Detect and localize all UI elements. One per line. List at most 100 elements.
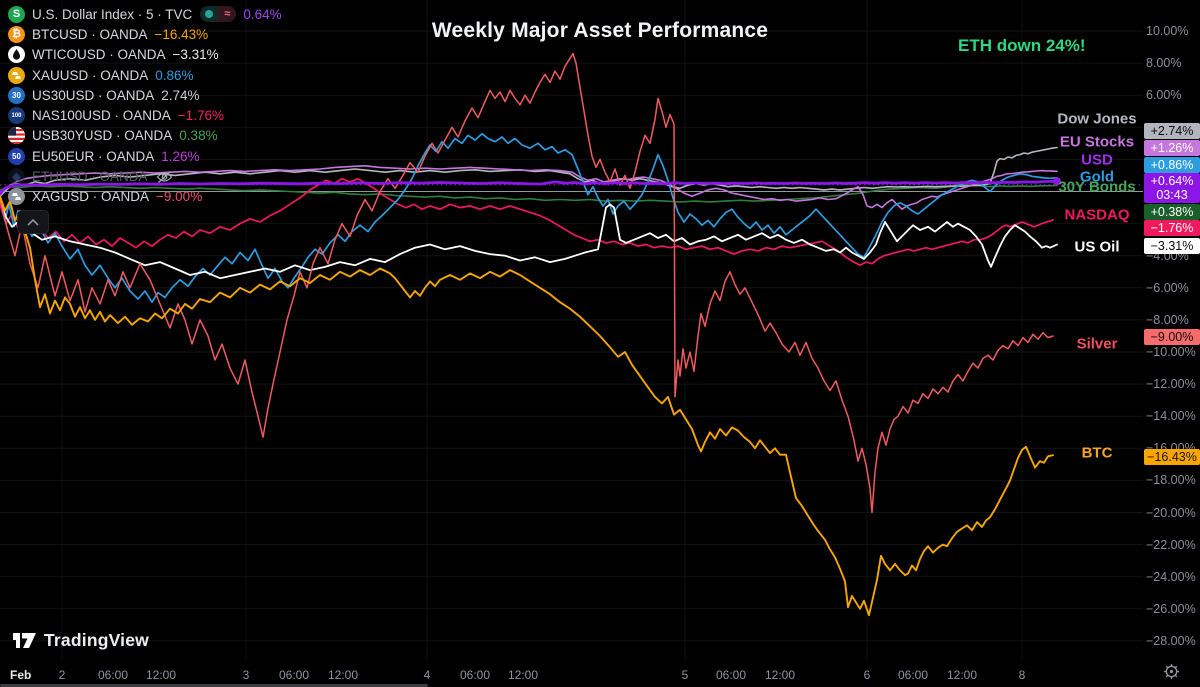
- legend-change-value: 0.38%: [179, 128, 218, 144]
- legend-symbol-text: US30USD · OANDA: [32, 87, 155, 103]
- ethereum-icon: ◆: [8, 168, 25, 186]
- silver-bars-icon: [8, 188, 25, 206]
- axis-settings-gear-icon[interactable]: [1163, 663, 1180, 685]
- time-tick-label: 2: [58, 668, 66, 682]
- price-tick-label: −26.00%: [1146, 601, 1196, 616]
- time-tick-label: 12:00: [946, 668, 978, 682]
- legend-symbol-text: BTCUSD · OANDA: [32, 26, 148, 42]
- legend-symbol-text: U.S. Dollar Index · 5 · TVC: [32, 6, 193, 22]
- time-tick-label: 4: [423, 668, 431, 682]
- time-tick-label: 06:00: [897, 668, 929, 682]
- price-badge-btc: −16.43%: [1144, 449, 1200, 465]
- time-tick-label: 06:00: [97, 668, 129, 682]
- series-line-usd: [0, 179, 1059, 196]
- time-tick-label: 6: [863, 668, 871, 682]
- delayed-data-icon: ≈: [218, 6, 237, 23]
- price-tick-label: −8.00%: [1146, 312, 1189, 327]
- legend-change-value: 0.64%: [243, 6, 282, 22]
- price-tick-label: −12.00%: [1146, 377, 1196, 392]
- legend-row-oil[interactable]: WTICOUSD · OANDA −3.31%: [8, 45, 282, 65]
- horizontal-scrollbar[interactable]: [0, 684, 428, 687]
- legend-row-eth[interactable]: ◆ ETHUSD · OANDA: [8, 166, 282, 186]
- price-badge-nasdaq: −1.76%: [1144, 220, 1200, 236]
- asset-label-nasdaq: NASDAQ: [1064, 206, 1130, 224]
- time-tick-label: 06:00: [459, 668, 491, 682]
- price-tick-label: −22.00%: [1146, 537, 1196, 552]
- countdown-timer: 03:43: [1156, 188, 1188, 202]
- tradingview-logo-text: TradingView: [44, 630, 149, 650]
- legend-row-eu[interactable]: 50 EU50EUR · OANDA 1.26%: [8, 146, 282, 166]
- time-tick-label: 12:00: [764, 668, 796, 682]
- time-tick-label: 5: [681, 668, 689, 682]
- legend-symbol-text: XAGUSD · OANDA: [32, 189, 150, 205]
- market-status-pill[interactable]: ≈: [200, 6, 237, 23]
- price-tick-label: −18.00%: [1146, 473, 1196, 488]
- legend-symbol-text: USB30YUSD · OANDA: [32, 128, 173, 144]
- legend-collapse-button[interactable]: [17, 210, 49, 234]
- legend-row-usd[interactable]: S U.S. Dollar Index · 5 · TVC ≈0.64%: [8, 4, 282, 24]
- legend-change-value: −1.76%: [177, 108, 224, 124]
- series-line-bonds: [0, 183, 1058, 203]
- asset-label-bonds: 30Y Bonds: [1058, 178, 1136, 195]
- eye-off-icon[interactable]: [156, 170, 173, 184]
- price-tick-label: −14.00%: [1146, 409, 1196, 424]
- legend-row-btc[interactable]: ₿ BTCUSD · OANDA −16.43%: [8, 24, 282, 44]
- price-badge-gold: +0.86%: [1144, 156, 1200, 173]
- us-flag-icon: [8, 127, 25, 145]
- time-tick-label: 8: [1018, 668, 1026, 682]
- series-line-gold: [0, 132, 1058, 304]
- asset-label-eu: EU Stocks: [1059, 133, 1135, 151]
- legend-symbol-text: EU50EUR · OANDA: [32, 148, 155, 164]
- price-badge-silver: −9.00%: [1144, 328, 1200, 345]
- last-price-dot: [1053, 177, 1061, 186]
- legend-symbol-text: WTICOUSD · OANDA: [32, 47, 166, 63]
- legend-change-value: −3.31%: [172, 47, 219, 63]
- time-tick-label: 12:00: [327, 668, 359, 682]
- price-tick-label: −6.00%: [1146, 280, 1189, 295]
- series-line-dow: [0, 146, 1058, 198]
- price-badge-bonds: +0.38%: [1144, 203, 1200, 220]
- price-badge-eu: +1.26%: [1144, 139, 1200, 156]
- time-tick-label: 12:00: [145, 668, 177, 682]
- time-tick-label: 06:00: [715, 668, 747, 682]
- legend-row-gold[interactable]: XAUUSD · OANDA 0.86%: [8, 65, 282, 85]
- asset-label-gold: Gold: [1079, 168, 1115, 185]
- price-tick-label: 6.00%: [1146, 88, 1182, 103]
- asset-label-btc: BTC: [1081, 444, 1113, 462]
- chart-plot-area[interactable]: [0, 0, 1143, 660]
- legend-row-nasdaq[interactable]: 100 NAS100USD · OANDA −1.76%: [8, 105, 282, 125]
- time-tick-label: 3: [242, 668, 250, 682]
- price-badge-dow: +2.74%: [1144, 122, 1200, 139]
- oil-drop-icon: [8, 46, 25, 64]
- series-line-oil: [0, 198, 1058, 280]
- legend-row-bonds[interactable]: USB30YUSD · OANDA 0.38%: [8, 126, 282, 146]
- tradingview-logo[interactable]: TradingView: [12, 629, 149, 652]
- asset-label-oil: US Oil: [1074, 238, 1120, 256]
- bitcoin-icon: ₿: [8, 25, 25, 43]
- chevron-up-icon: [27, 218, 39, 226]
- chart-title: Weekly Major Asset Performance: [431, 19, 769, 42]
- series-line-btc: [0, 195, 1054, 617]
- price-tick-label: −28.00%: [1146, 633, 1196, 648]
- legend-row-dow[interactable]: 30 US30USD · OANDA 2.74%: [8, 85, 282, 105]
- legend-row-silver[interactable]: XAGUSD · OANDA −9.00%: [8, 187, 282, 207]
- tradingview-mark-icon: [13, 633, 36, 648]
- legend-change-value: 0.86%: [155, 67, 194, 83]
- eth-annotation: ETH down 24%!: [958, 36, 1086, 55]
- usd-index-icon: S: [8, 5, 25, 23]
- series-line-nasdaq: [0, 177, 1054, 267]
- price-tick-label: −10.00%: [1146, 345, 1196, 359]
- time-tick-label: 06:00: [278, 668, 310, 682]
- price-tick-label: 8.00%: [1146, 56, 1182, 71]
- legend-symbol-text: ETHUSD · OANDA: [32, 169, 148, 185]
- asset-label-dow: Dow Jones: [1057, 110, 1137, 128]
- price-badge-usd: +0.64% 03:43: [1144, 173, 1200, 203]
- series-line-eu: [0, 165, 1058, 210]
- legend-symbol-text: NAS100USD · OANDA: [32, 108, 171, 124]
- eu50-icon: 50: [8, 147, 25, 165]
- legend-change-value: −16.43%: [154, 26, 209, 42]
- legend-change-value: 1.26%: [161, 148, 200, 164]
- nas100-icon: 100: [8, 107, 25, 125]
- price-tick-label: −20.00%: [1146, 505, 1196, 520]
